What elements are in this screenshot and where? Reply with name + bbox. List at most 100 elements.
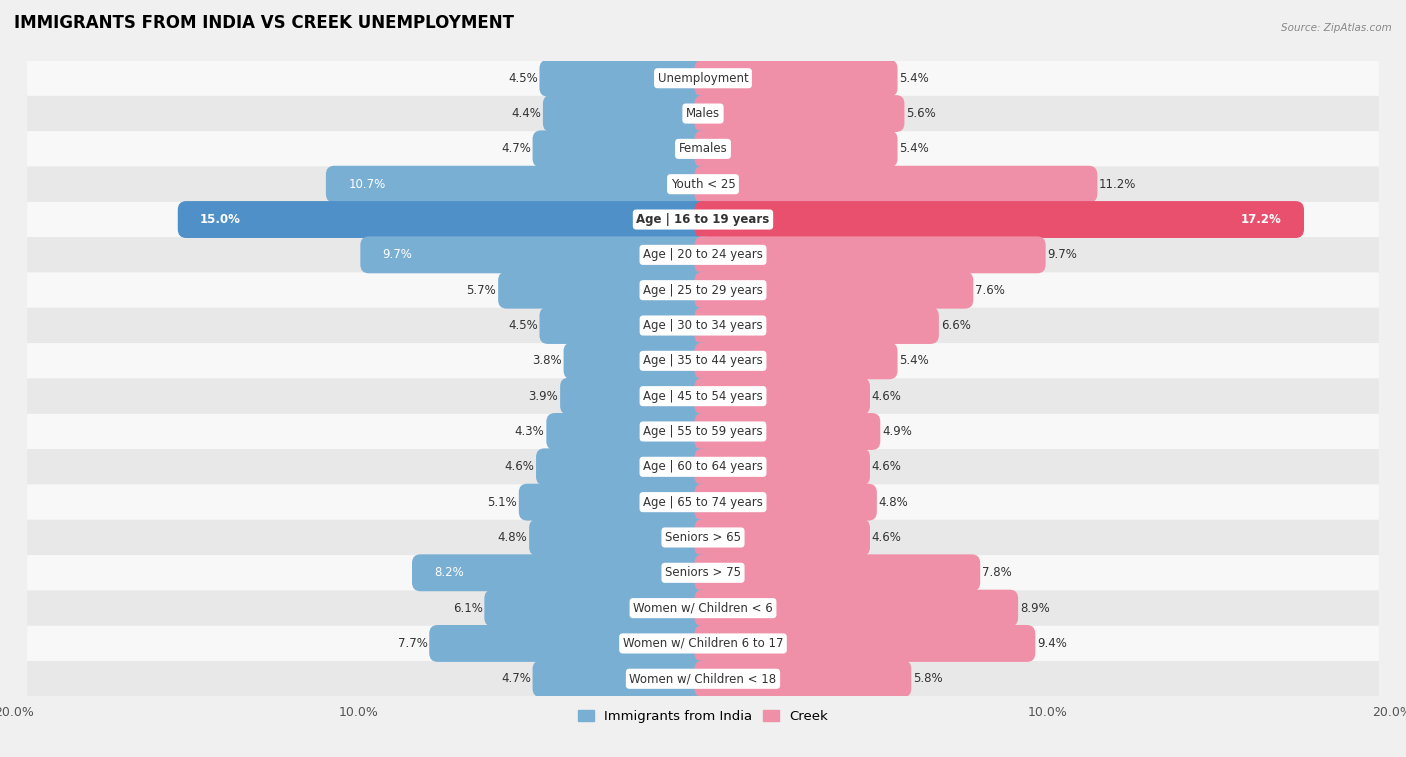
Text: 4.7%: 4.7%	[501, 142, 531, 155]
FancyBboxPatch shape	[547, 413, 711, 450]
Text: 10.7%: 10.7%	[349, 178, 385, 191]
Text: 7.7%: 7.7%	[398, 637, 427, 650]
FancyBboxPatch shape	[564, 342, 711, 379]
FancyBboxPatch shape	[27, 484, 1379, 520]
FancyBboxPatch shape	[540, 307, 711, 344]
Text: 4.7%: 4.7%	[501, 672, 531, 685]
FancyBboxPatch shape	[27, 378, 1379, 414]
FancyBboxPatch shape	[27, 449, 1379, 484]
FancyBboxPatch shape	[519, 484, 711, 521]
Text: Youth < 25: Youth < 25	[671, 178, 735, 191]
FancyBboxPatch shape	[695, 484, 877, 521]
FancyBboxPatch shape	[695, 413, 880, 450]
FancyBboxPatch shape	[533, 660, 711, 697]
FancyBboxPatch shape	[695, 166, 1097, 203]
FancyBboxPatch shape	[695, 307, 939, 344]
Text: 4.6%: 4.6%	[872, 460, 901, 473]
FancyBboxPatch shape	[540, 60, 711, 97]
Text: IMMIGRANTS FROM INDIA VS CREEK UNEMPLOYMENT: IMMIGRANTS FROM INDIA VS CREEK UNEMPLOYM…	[14, 14, 515, 33]
FancyBboxPatch shape	[27, 202, 1379, 237]
Text: 4.6%: 4.6%	[505, 460, 534, 473]
FancyBboxPatch shape	[27, 661, 1379, 696]
FancyBboxPatch shape	[695, 519, 870, 556]
Text: Seniors > 75: Seniors > 75	[665, 566, 741, 579]
FancyBboxPatch shape	[27, 520, 1379, 555]
Text: Age | 65 to 74 years: Age | 65 to 74 years	[643, 496, 763, 509]
Text: 5.4%: 5.4%	[900, 142, 929, 155]
Text: Age | 20 to 24 years: Age | 20 to 24 years	[643, 248, 763, 261]
FancyBboxPatch shape	[529, 519, 711, 556]
FancyBboxPatch shape	[695, 342, 897, 379]
Text: 7.6%: 7.6%	[976, 284, 1005, 297]
FancyBboxPatch shape	[695, 272, 973, 309]
FancyBboxPatch shape	[27, 273, 1379, 308]
FancyBboxPatch shape	[536, 448, 711, 485]
Text: 9.7%: 9.7%	[382, 248, 412, 261]
FancyBboxPatch shape	[177, 201, 711, 238]
Text: 5.4%: 5.4%	[900, 72, 929, 85]
Text: 5.4%: 5.4%	[900, 354, 929, 367]
Text: 4.8%: 4.8%	[879, 496, 908, 509]
FancyBboxPatch shape	[27, 343, 1379, 378]
FancyBboxPatch shape	[27, 626, 1379, 661]
Text: 7.8%: 7.8%	[981, 566, 1012, 579]
FancyBboxPatch shape	[695, 60, 897, 97]
FancyBboxPatch shape	[695, 554, 980, 591]
Text: 17.2%: 17.2%	[1241, 213, 1282, 226]
FancyBboxPatch shape	[412, 554, 711, 591]
Text: Age | 16 to 19 years: Age | 16 to 19 years	[637, 213, 769, 226]
FancyBboxPatch shape	[27, 555, 1379, 590]
FancyBboxPatch shape	[326, 166, 711, 203]
Text: 6.1%: 6.1%	[453, 602, 482, 615]
Text: Age | 25 to 29 years: Age | 25 to 29 years	[643, 284, 763, 297]
Text: 3.8%: 3.8%	[531, 354, 562, 367]
Text: 9.4%: 9.4%	[1038, 637, 1067, 650]
FancyBboxPatch shape	[429, 625, 711, 662]
Text: 8.9%: 8.9%	[1019, 602, 1050, 615]
Text: 4.4%: 4.4%	[512, 107, 541, 120]
Text: Unemployment: Unemployment	[658, 72, 748, 85]
Text: 4.6%: 4.6%	[872, 390, 901, 403]
Text: Women w/ Children 6 to 17: Women w/ Children 6 to 17	[623, 637, 783, 650]
Text: Women w/ Children < 6: Women w/ Children < 6	[633, 602, 773, 615]
Text: Age | 55 to 59 years: Age | 55 to 59 years	[643, 425, 763, 438]
Text: 5.1%: 5.1%	[488, 496, 517, 509]
FancyBboxPatch shape	[498, 272, 711, 309]
Text: Age | 35 to 44 years: Age | 35 to 44 years	[643, 354, 763, 367]
FancyBboxPatch shape	[27, 237, 1379, 273]
Text: 9.7%: 9.7%	[1047, 248, 1077, 261]
Text: 4.6%: 4.6%	[872, 531, 901, 544]
Text: Females: Females	[679, 142, 727, 155]
FancyBboxPatch shape	[695, 660, 911, 697]
Text: 4.8%: 4.8%	[498, 531, 527, 544]
Text: Age | 60 to 64 years: Age | 60 to 64 years	[643, 460, 763, 473]
Text: 11.2%: 11.2%	[1099, 178, 1136, 191]
Text: 8.2%: 8.2%	[434, 566, 464, 579]
Text: 4.5%: 4.5%	[508, 319, 537, 332]
Text: Source: ZipAtlas.com: Source: ZipAtlas.com	[1281, 23, 1392, 33]
FancyBboxPatch shape	[27, 590, 1379, 626]
FancyBboxPatch shape	[27, 96, 1379, 131]
Text: 4.3%: 4.3%	[515, 425, 544, 438]
FancyBboxPatch shape	[695, 625, 1035, 662]
FancyBboxPatch shape	[360, 236, 711, 273]
Text: Women w/ Children < 18: Women w/ Children < 18	[630, 672, 776, 685]
Text: Age | 30 to 34 years: Age | 30 to 34 years	[643, 319, 763, 332]
Text: 4.9%: 4.9%	[882, 425, 912, 438]
FancyBboxPatch shape	[695, 201, 1303, 238]
Text: Seniors > 65: Seniors > 65	[665, 531, 741, 544]
Text: Age | 45 to 54 years: Age | 45 to 54 years	[643, 390, 763, 403]
Text: 5.6%: 5.6%	[907, 107, 936, 120]
Text: 6.6%: 6.6%	[941, 319, 970, 332]
FancyBboxPatch shape	[695, 448, 870, 485]
FancyBboxPatch shape	[695, 378, 870, 415]
Text: 5.8%: 5.8%	[912, 672, 943, 685]
FancyBboxPatch shape	[27, 167, 1379, 202]
Text: 5.7%: 5.7%	[467, 284, 496, 297]
Text: 4.5%: 4.5%	[508, 72, 537, 85]
FancyBboxPatch shape	[27, 61, 1379, 96]
FancyBboxPatch shape	[695, 95, 904, 132]
FancyBboxPatch shape	[27, 308, 1379, 343]
FancyBboxPatch shape	[27, 414, 1379, 449]
FancyBboxPatch shape	[27, 131, 1379, 167]
